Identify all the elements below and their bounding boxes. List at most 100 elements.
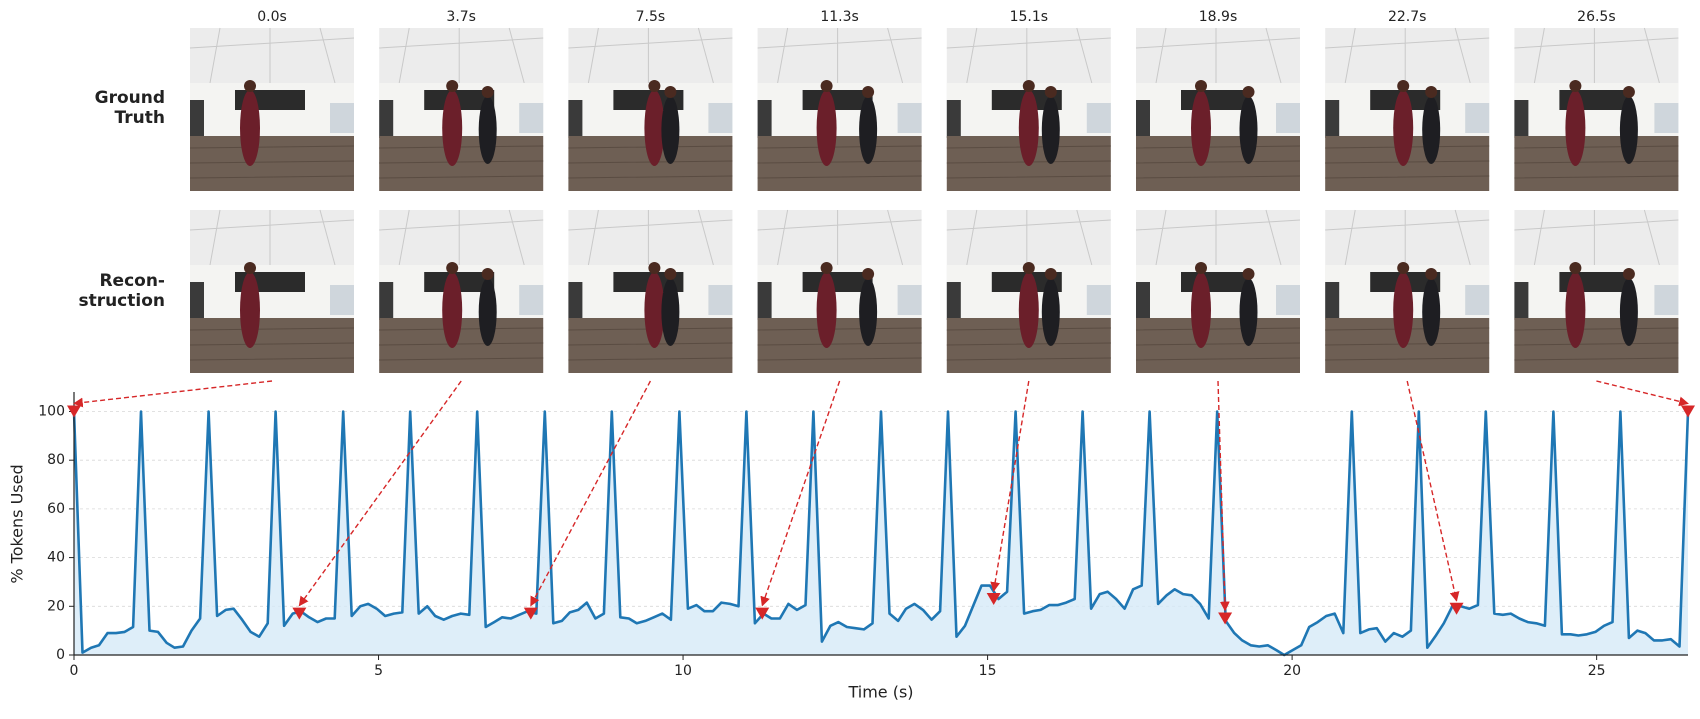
dancer — [661, 278, 680, 346]
dancer-head — [1622, 86, 1635, 98]
x-tick-label: 20 — [1283, 663, 1301, 679]
frame-time-label: 11.3s — [820, 9, 858, 25]
dancer — [1041, 96, 1060, 164]
video-frame — [378, 27, 544, 192]
frame-arrow — [1406, 380, 1460, 602]
chart: 0 20 40 60 80 100 0 5 10 15 20 25 Time (s) % Tokens U… — [8, 380, 1695, 702]
dancer — [816, 90, 837, 166]
dancer-head — [1044, 268, 1057, 280]
dancer — [644, 272, 665, 348]
frame-time-label: 18.9s — [1199, 9, 1237, 25]
y-tick-label: 80 — [47, 452, 65, 468]
frame-image — [1513, 209, 1679, 374]
dancer-head — [1425, 86, 1438, 98]
dancer-head — [664, 86, 677, 98]
video-frame — [1513, 209, 1679, 374]
frame-arrow — [990, 380, 1030, 592]
frame-arrow — [1596, 380, 1689, 407]
dancer-head — [1397, 262, 1410, 274]
dancer — [1239, 278, 1258, 346]
frame-time-label: 26.5s — [1577, 9, 1615, 25]
frame-image — [189, 209, 355, 374]
row-label: Truth — [115, 108, 165, 128]
dancer — [1422, 278, 1441, 346]
frame-time-label: 0.0s — [257, 9, 287, 25]
video-frame — [189, 27, 355, 192]
dancer — [1393, 90, 1414, 166]
frame-image — [189, 27, 355, 192]
video-frame — [567, 27, 733, 192]
frame-marker — [1218, 612, 1233, 625]
dancer-head — [648, 80, 661, 92]
dancer-head — [1242, 268, 1255, 280]
y-tick-label: 20 — [47, 598, 65, 614]
line — [72, 410, 1690, 657]
dancer — [478, 96, 497, 164]
dancer — [1191, 90, 1211, 166]
dancer — [1565, 272, 1586, 348]
dancer — [816, 272, 837, 348]
video-frame — [1135, 27, 1301, 192]
video-frame — [946, 27, 1112, 192]
dancer — [1239, 96, 1258, 164]
x-tick-label: 5 — [374, 663, 383, 679]
x-tick-label: 0 — [70, 663, 79, 679]
dancer-head — [1397, 80, 1410, 92]
dancer — [1619, 278, 1638, 346]
dancer-head — [862, 268, 875, 280]
x-axis-label: Time (s) — [847, 683, 913, 702]
frame-marker — [67, 405, 81, 418]
video-frame — [189, 209, 355, 374]
frame-image — [757, 209, 923, 374]
frame-marker — [755, 607, 770, 620]
dancer-head — [648, 262, 661, 274]
video-frame — [1324, 27, 1490, 192]
frame-image — [1135, 209, 1301, 374]
frame-image — [378, 27, 544, 192]
x-tick-label: 10 — [674, 663, 692, 679]
video-frame — [567, 209, 733, 374]
dancer-head — [1569, 262, 1582, 274]
frame-time-label: 3.7s — [446, 9, 476, 25]
frame-image — [1513, 27, 1679, 192]
dancer-head — [1022, 262, 1035, 274]
row-label: Recon- — [99, 271, 165, 291]
frame-arrow — [298, 380, 462, 607]
frame-marker — [1681, 405, 1695, 418]
frame-image — [378, 209, 544, 374]
dancer — [859, 96, 878, 164]
frame-image — [757, 27, 923, 192]
y-tick-label: 60 — [47, 501, 65, 517]
dancer — [442, 272, 463, 348]
dancer-head — [1022, 80, 1035, 92]
frame-time-label: 7.5s — [636, 9, 666, 25]
dancer-head — [446, 262, 459, 274]
x-tick-label: 25 — [1588, 663, 1606, 679]
frame-marker — [1449, 602, 1464, 615]
frame-arrow — [73, 380, 273, 408]
video-frame — [1513, 27, 1679, 192]
video-frame — [1135, 209, 1301, 374]
x-tick-label: 15 — [979, 663, 997, 679]
video-frame — [757, 209, 923, 374]
dancer-head — [1195, 80, 1207, 92]
dancer-head — [244, 80, 256, 92]
dancer — [859, 278, 878, 346]
y-tick-label: 40 — [47, 550, 65, 566]
frame-time-label: 22.7s — [1388, 9, 1426, 25]
dancer — [1393, 272, 1414, 348]
dancer-head — [1242, 86, 1255, 98]
dancer-head — [862, 86, 875, 98]
dancer-head — [1425, 268, 1438, 280]
video-frame — [378, 209, 544, 374]
frame-arrow — [1217, 380, 1230, 612]
dancer-head — [481, 268, 494, 280]
dancer — [1565, 90, 1586, 166]
frame-marker — [292, 607, 307, 620]
frame-arrow — [760, 380, 841, 607]
frame-arrow — [530, 380, 652, 607]
dancer — [1018, 90, 1039, 166]
dancer — [1041, 278, 1060, 346]
row-label: Ground — [95, 88, 165, 108]
